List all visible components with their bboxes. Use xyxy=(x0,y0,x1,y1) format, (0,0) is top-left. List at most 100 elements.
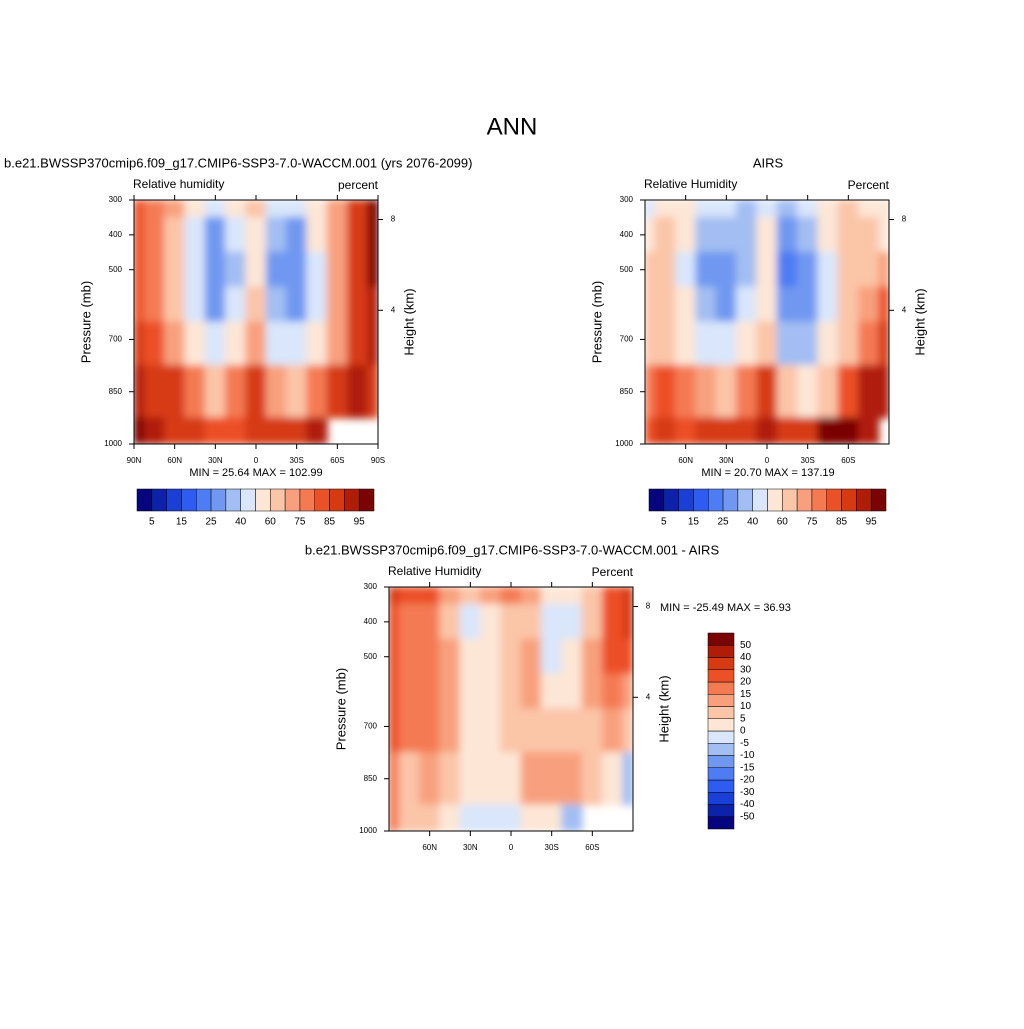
colorbar-box xyxy=(707,804,735,817)
contour-cell xyxy=(622,673,633,710)
contour-cell xyxy=(389,752,400,806)
y-axis-label: Pressure (mb) xyxy=(589,281,604,363)
colorbar-box xyxy=(782,488,798,512)
contour-cell xyxy=(347,321,369,367)
contour-cell xyxy=(736,216,758,253)
contour-cell xyxy=(286,200,308,218)
contour-cell xyxy=(459,587,481,605)
contour-cell xyxy=(654,365,676,419)
contour-cell xyxy=(541,603,563,640)
contour-cell xyxy=(439,603,461,640)
field-clip xyxy=(389,587,633,831)
contour-cell xyxy=(675,417,697,444)
contour-cell xyxy=(645,286,656,323)
colorbar-label: 5 xyxy=(740,713,746,724)
contour-cell xyxy=(561,587,583,605)
x-tick-label: 0 xyxy=(509,843,514,852)
contour-cell xyxy=(561,603,583,640)
contour-cell xyxy=(602,752,624,806)
panel: b.e21.BWSSP370cmip6.f09_g17.CMIP6-SSP3-7… xyxy=(4,155,472,527)
contour-cell xyxy=(143,365,165,419)
contour-cell xyxy=(347,365,369,419)
contour-cell xyxy=(398,638,420,675)
contour-cell xyxy=(500,804,522,831)
y-tick-label: 500 xyxy=(620,265,634,274)
contour-cell xyxy=(645,216,656,253)
contour-cell xyxy=(459,752,481,806)
contour-cell xyxy=(225,321,247,367)
contour-cell xyxy=(347,286,369,323)
colorbar-box xyxy=(826,488,842,512)
contour-cell xyxy=(561,638,583,675)
contour-cell xyxy=(695,251,717,288)
contour-cell xyxy=(837,200,859,218)
colorbar-label: 10 xyxy=(740,701,752,712)
contour-cell xyxy=(858,321,880,367)
colorbar-box xyxy=(225,488,241,512)
contour-cell xyxy=(459,638,481,675)
contour-cell xyxy=(367,216,378,253)
colorbar-box xyxy=(707,645,735,658)
y2-tick-label: 4 xyxy=(646,692,651,701)
contour-cell xyxy=(654,251,676,288)
colorbar-label: -15 xyxy=(740,762,755,773)
colorbar-label: -30 xyxy=(740,787,755,798)
y2-tick-label: 4 xyxy=(902,305,907,314)
contour-cell xyxy=(265,216,287,253)
contour-cell xyxy=(541,638,563,675)
contour-cell xyxy=(622,708,633,754)
colorbar: 5 15 25 40 60 75 85 95 xyxy=(136,488,375,528)
contour-cell xyxy=(695,417,717,444)
y-tick-label: 1000 xyxy=(104,439,122,448)
colorbar-box xyxy=(344,488,360,512)
field-clip xyxy=(645,200,889,444)
contour-cell xyxy=(602,587,624,605)
x-tick-label: 60N xyxy=(678,456,693,465)
colorbar-box xyxy=(856,488,872,512)
contour-cell xyxy=(715,200,737,218)
colorbar-label: -40 xyxy=(740,799,755,810)
contour-cell xyxy=(776,200,798,218)
contour-cell xyxy=(419,603,441,640)
contour-cell xyxy=(500,752,522,806)
y-tick-label: 850 xyxy=(109,387,123,396)
contour-cell xyxy=(419,673,441,710)
colorbar-box xyxy=(811,488,827,512)
field xyxy=(389,587,633,831)
colorbar-box xyxy=(707,816,735,830)
contour-cell xyxy=(134,321,145,367)
colorbar-box xyxy=(707,767,735,781)
contour-cell xyxy=(143,321,165,367)
contour-cell xyxy=(459,603,481,640)
contour-cell xyxy=(306,251,328,288)
contour-cell xyxy=(286,417,308,444)
contour-cell xyxy=(715,251,737,288)
contour-cell xyxy=(184,417,206,444)
contour-cell xyxy=(134,251,145,288)
contour-cell xyxy=(347,251,369,288)
contour-cell xyxy=(225,251,247,288)
x-tick-label: 30S xyxy=(290,456,304,465)
contour-cell xyxy=(858,216,880,253)
contour-cell xyxy=(756,365,778,419)
contour-cell xyxy=(398,587,420,605)
contour-cell xyxy=(389,804,400,831)
contour-cell xyxy=(480,804,502,831)
contour-cell xyxy=(736,251,758,288)
colorbar-box xyxy=(329,488,345,512)
contour-cell xyxy=(500,638,522,675)
contour-cell xyxy=(439,752,461,806)
contour-cell xyxy=(541,673,563,710)
contour-cell xyxy=(265,321,287,367)
contour-cell xyxy=(817,321,839,367)
contour-cell xyxy=(265,365,287,419)
colorbar-box xyxy=(707,632,735,646)
contour-cell xyxy=(581,673,603,710)
colorbar-box xyxy=(210,488,227,512)
y-tick-label: 850 xyxy=(364,774,378,783)
contour-cell xyxy=(654,321,676,367)
contour-cell xyxy=(367,321,378,367)
colorbar-box xyxy=(151,488,167,512)
contour-cell xyxy=(184,251,206,288)
contour-cell xyxy=(134,200,145,218)
